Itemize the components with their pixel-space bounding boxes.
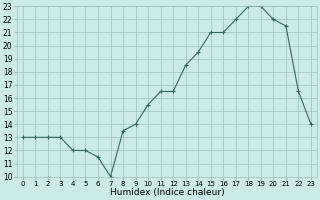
X-axis label: Humidex (Indice chaleur): Humidex (Indice chaleur) <box>109 188 224 197</box>
